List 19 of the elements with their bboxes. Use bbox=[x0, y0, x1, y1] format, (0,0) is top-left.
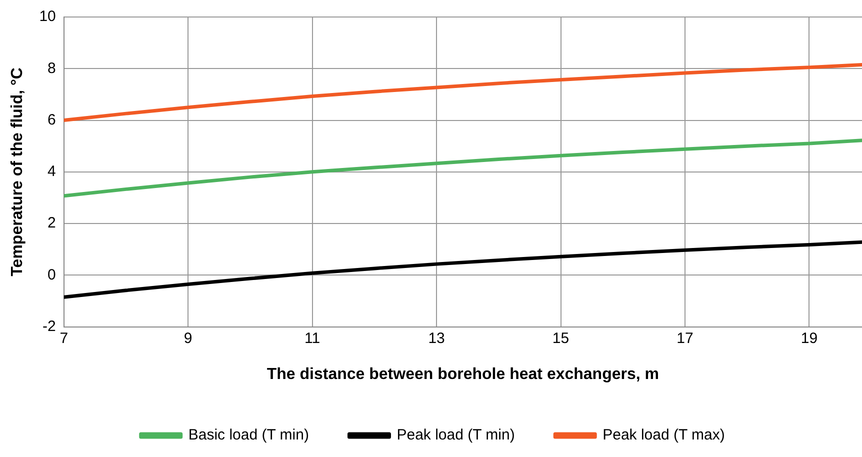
y-tick-label: 10 bbox=[39, 8, 56, 26]
x-axis-title: The distance between borehole heat exchangers, m bbox=[266, 366, 660, 383]
x-tick-label: 17 bbox=[676, 330, 694, 347]
x-tick-label: 19 bbox=[800, 330, 818, 347]
y-axis-title: Temperature of the fluid, °C bbox=[9, 67, 26, 276]
y-tick-label: 8 bbox=[48, 60, 56, 77]
y-tick-label: 2 bbox=[48, 214, 56, 232]
legend-label: Basic load (T min) bbox=[188, 426, 309, 444]
x-tick-label: 11 bbox=[304, 330, 320, 347]
legend-label: Peak load (T min) bbox=[396, 426, 515, 444]
y-tick-label: 0 bbox=[48, 266, 56, 284]
y-tick-label: 4 bbox=[48, 163, 56, 180]
x-tick-label: 7 bbox=[60, 330, 68, 347]
x-tick-label: 9 bbox=[184, 330, 192, 347]
x-tick-label: 15 bbox=[552, 330, 570, 347]
x-tick-label: 13 bbox=[428, 330, 445, 347]
y-tick-label: 6 bbox=[48, 111, 56, 128]
y-tick-label: -2 bbox=[42, 318, 56, 335]
legend-label: Peak load (T max) bbox=[602, 426, 725, 444]
